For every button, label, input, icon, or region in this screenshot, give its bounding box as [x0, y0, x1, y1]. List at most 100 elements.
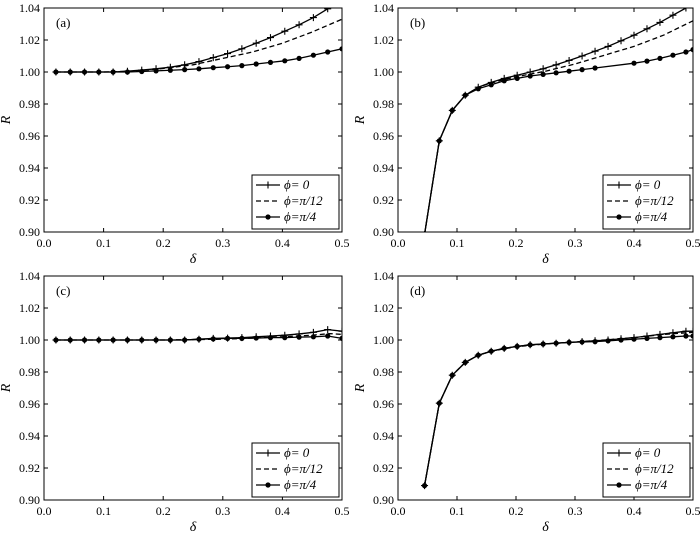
data-point-dot [423, 231, 426, 232]
data-point-dot [253, 335, 259, 341]
data-point-plus [295, 21, 303, 29]
series-line-dashed [55, 18, 342, 73]
data-point-dot [282, 335, 288, 341]
data-point-dot [605, 338, 611, 344]
legend-marker-plus [615, 449, 623, 457]
data-point-plus [617, 37, 625, 45]
data-point-dot [124, 69, 131, 75]
data-point-dot [566, 68, 572, 74]
data-point-plus [252, 39, 260, 47]
data-point-dot [267, 59, 274, 65]
x-tick-label: 0.0 [391, 236, 406, 250]
legend-label: ϕ= 0 [284, 177, 310, 192]
data-point-dot [488, 348, 494, 354]
data-point-dot [224, 64, 231, 70]
y-tick-label: 0.98 [19, 365, 40, 379]
data-point-dot [110, 337, 116, 343]
data-point-dot [631, 336, 637, 342]
data-point-dot [657, 55, 663, 62]
data-point-plus [578, 52, 586, 60]
data-point-dot [267, 335, 274, 341]
y-tick-label: 0.96 [373, 129, 394, 143]
legend-label: ϕ=π/4 [284, 209, 317, 224]
series-line-plus [55, 8, 329, 73]
legend-box [251, 442, 340, 498]
x-axis-label: δ [542, 252, 549, 267]
legend-label: ϕ= 0 [284, 445, 310, 460]
chart-panel-c: 0.0 0.1 0.2 0.3 0.4 0.5 0.90 0.92 0.94 0.96 0.98 1.… [0, 269, 350, 534]
legend-label: ϕ=π/12 [635, 461, 674, 476]
data-point-dot [124, 337, 131, 343]
plot-frame [397, 7, 694, 233]
y-tick-label: 0.90 [19, 493, 40, 507]
legend-marker-dot [265, 482, 271, 488]
data-point-dot [139, 337, 145, 343]
data-point-dot [436, 400, 442, 406]
data-point-dot [67, 69, 73, 75]
y-tick-label: 0.98 [19, 97, 40, 111]
x-tick-label: 0.1 [450, 504, 465, 518]
y-tick-label: 0.92 [19, 461, 40, 475]
legend: ϕ= 0ϕ=π/12ϕ=π/4 [602, 442, 691, 498]
y-tick-label: 1.02 [19, 301, 40, 315]
panel-label: (a) [56, 15, 70, 30]
data-point-dot [167, 337, 173, 343]
data-point-dot [210, 336, 216, 342]
y-tick-label: 0.98 [373, 365, 394, 379]
legend-label: ϕ=π/4 [284, 477, 317, 492]
series-group [421, 327, 693, 490]
data-point-dot [501, 345, 507, 351]
data-point-plus [324, 8, 332, 13]
y-tick-label: 0.94 [373, 429, 394, 443]
y-axis-label: R [353, 383, 368, 393]
data-point-dot [53, 69, 59, 75]
data-point-dot [325, 49, 331, 55]
data-point-dot [618, 337, 624, 343]
data-point-dot [96, 337, 102, 343]
data-point-dot [683, 49, 689, 55]
data-point-plus [309, 14, 317, 22]
panel-label: (c) [56, 283, 70, 298]
data-point-dot [153, 337, 159, 343]
legend-label: ϕ=π/4 [635, 209, 668, 224]
y-tick-label: 0.92 [19, 193, 40, 207]
data-point-plus [604, 42, 612, 50]
legend-label: ϕ=π/12 [284, 193, 323, 208]
legend-marker-dot [616, 214, 622, 220]
data-point-dot [296, 334, 302, 340]
legend: ϕ= 0ϕ=π/12ϕ=π/4 [251, 442, 340, 498]
x-tick-label: 0.2 [156, 236, 171, 250]
data-point-plus [656, 18, 664, 26]
data-point-plus [565, 56, 573, 64]
data-point-dot [514, 75, 520, 81]
data-point-dot [67, 337, 73, 343]
legend-marker-dot [265, 214, 271, 220]
data-point-plus [224, 50, 232, 58]
data-point-dot [553, 70, 559, 76]
data-point-dot [527, 342, 533, 348]
data-point-dot [53, 337, 59, 343]
data-point-dot [644, 335, 650, 341]
data-point-dot [462, 92, 468, 98]
data-point-dot [592, 65, 598, 71]
y-tick-label: 0.90 [373, 493, 394, 507]
y-tick-label: 0.92 [373, 461, 394, 475]
x-axis-label: δ [542, 520, 549, 534]
data-point-plus [209, 54, 217, 62]
data-point-dot [579, 339, 585, 345]
data-point-dot [566, 339, 572, 345]
data-point-plus [669, 11, 677, 19]
data-point-dot [339, 46, 342, 52]
data-point-dot [253, 61, 259, 67]
data-point-dot [657, 335, 663, 341]
chart-panel-b: 0.0 0.1 0.2 0.3 0.4 0.5 0.90 0.92 0.94 0.96 0.98 1.… [353, 1, 700, 267]
data-point-dot [182, 67, 188, 73]
data-point-dot [631, 60, 637, 66]
y-tick-label: 0.94 [19, 429, 40, 443]
y-tick-label: 0.94 [373, 161, 394, 175]
x-tick-label: 0.1 [96, 504, 111, 518]
data-point-dot [339, 335, 342, 341]
y-tick-label: 0.90 [373, 225, 394, 239]
legend-label: ϕ= 0 [635, 177, 661, 192]
plot-frame [43, 275, 343, 501]
